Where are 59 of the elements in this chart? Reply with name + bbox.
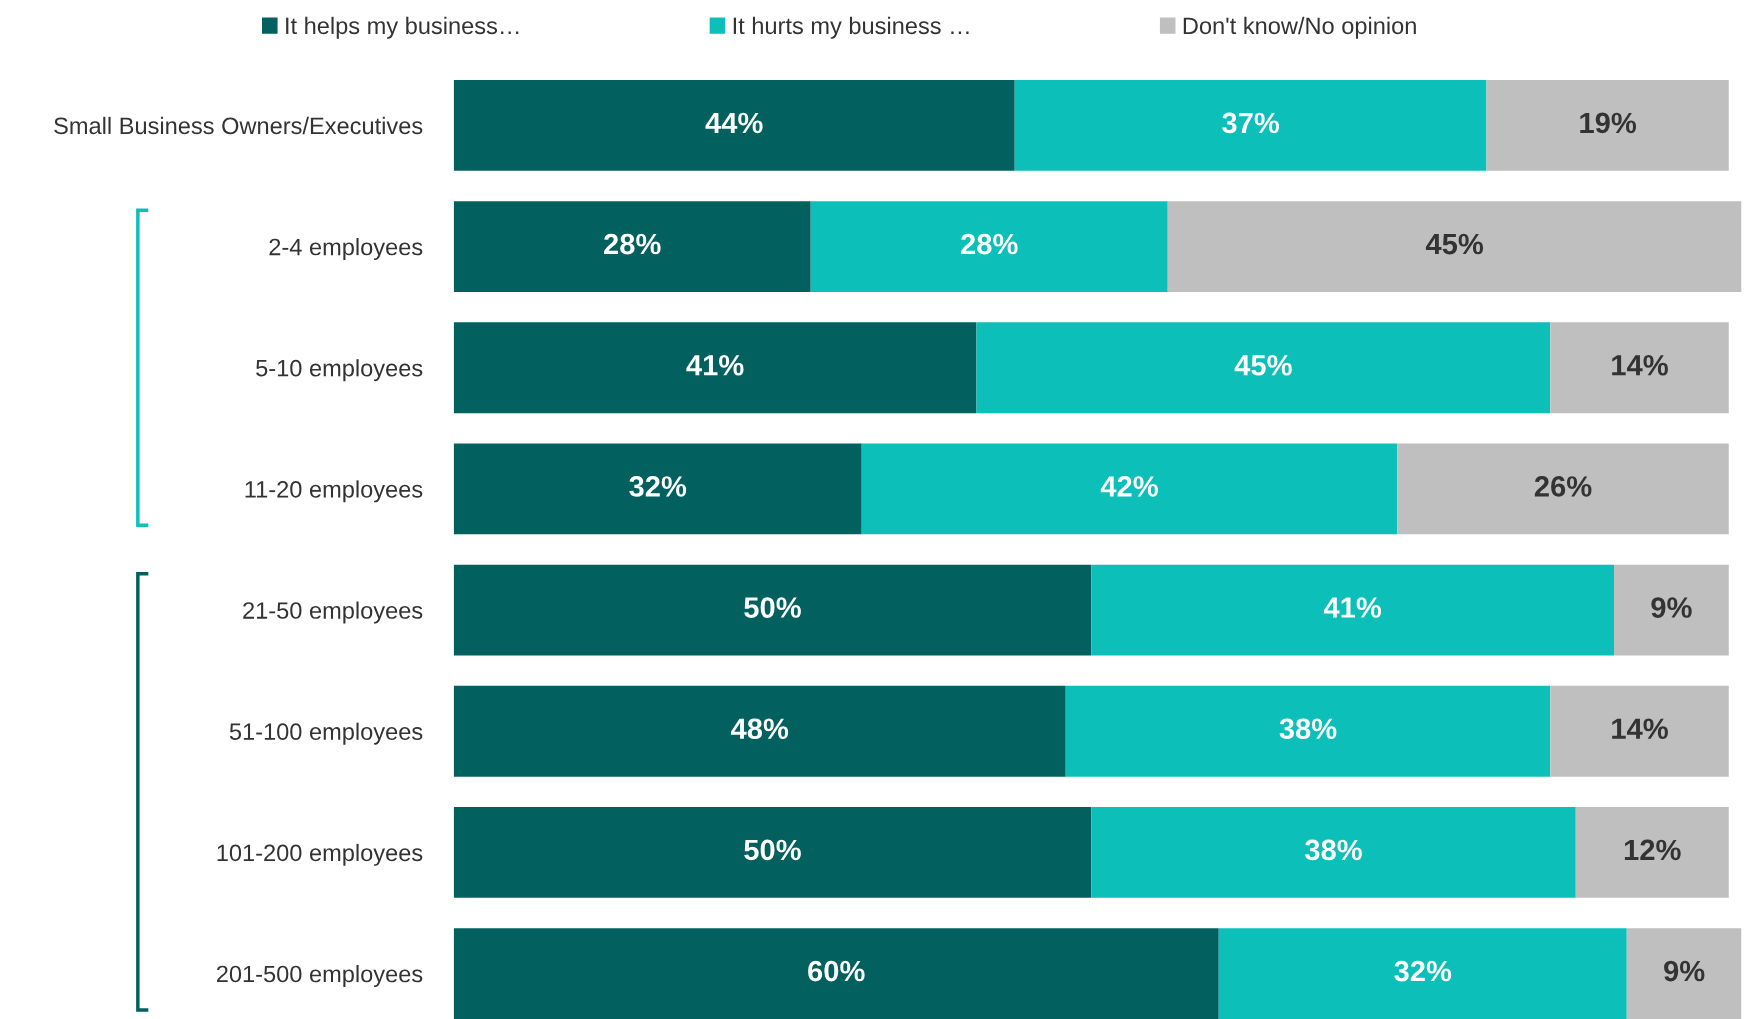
- bar: [1397, 443, 1729, 535]
- bar: [1550, 322, 1729, 414]
- data-label: 26%: [1534, 476, 1592, 497]
- data-label: 38%: [1304, 839, 1362, 861]
- data-label: 19%: [1580, 112, 1637, 134]
- bar: [453, 322, 977, 414]
- bar: [1575, 806, 1729, 898]
- data-label: 45%: [1425, 233, 1484, 255]
- data-label: 9%: [1664, 960, 1705, 982]
- data-label: 28%: [961, 233, 1018, 255]
- bar: [976, 322, 1551, 414]
- data-label: 38%: [1279, 718, 1337, 740]
- y-tick-label: 201-500 employees: [216, 965, 423, 988]
- data-label: 32%: [1394, 960, 1452, 982]
- data-label: 60%: [808, 960, 865, 982]
- bar: [453, 564, 1092, 656]
- bar: [453, 928, 1219, 1019]
- bar: [1167, 201, 1742, 293]
- bar: [1614, 564, 1729, 656]
- bar: [453, 806, 1092, 898]
- bar: [1065, 685, 1551, 777]
- data-label: 45%: [1234, 354, 1292, 376]
- data-label: 37%: [1222, 112, 1280, 134]
- y-tick-label: 21-50 employees: [243, 601, 423, 624]
- y-tick-label: Small Business Owners/Executives: [54, 116, 423, 135]
- data-label: 12%: [1624, 839, 1681, 861]
- bar: [1550, 685, 1729, 777]
- bar: [1014, 79, 1487, 171]
- bar: [1091, 806, 1576, 898]
- bar: [1091, 564, 1614, 656]
- data-label: 42%: [1100, 476, 1158, 497]
- y-tick-label: 5-10 employees: [256, 359, 423, 382]
- data-label: 28%: [604, 233, 661, 255]
- y-tick-label: 51-100 employees: [229, 722, 423, 745]
- bar: [810, 201, 1168, 293]
- data-label: 41%: [1323, 597, 1382, 618]
- y-tick-label: 101-200 employees: [217, 843, 423, 866]
- bar: [453, 79, 1015, 171]
- y-tick-label: 2-4 employees: [269, 238, 423, 261]
- bar: [861, 443, 1398, 535]
- legend-label: It hurts my business …: [733, 16, 969, 39]
- bar: [1626, 928, 1742, 1019]
- data-label: 14%: [1612, 354, 1668, 376]
- legend-label: It helps my business…: [286, 16, 519, 39]
- data-label: 44%: [705, 112, 763, 134]
- y-tick-label: 11-20 employees: [245, 480, 423, 503]
- data-label: 50%: [744, 839, 801, 861]
- data-label: 9%: [1651, 597, 1692, 618]
- data-label: 41%: [686, 354, 744, 376]
- data-label: 32%: [629, 476, 687, 497]
- data-label: 14%: [1612, 718, 1668, 739]
- bar: [453, 201, 811, 293]
- bar: [1218, 928, 1627, 1019]
- legend-label: Don't know/No opinion: [1183, 16, 1416, 39]
- bar: [453, 685, 1066, 777]
- bar: [453, 443, 862, 535]
- data-label: 50%: [744, 597, 801, 618]
- data-label: 48%: [730, 718, 789, 740]
- bar: [1486, 79, 1729, 171]
